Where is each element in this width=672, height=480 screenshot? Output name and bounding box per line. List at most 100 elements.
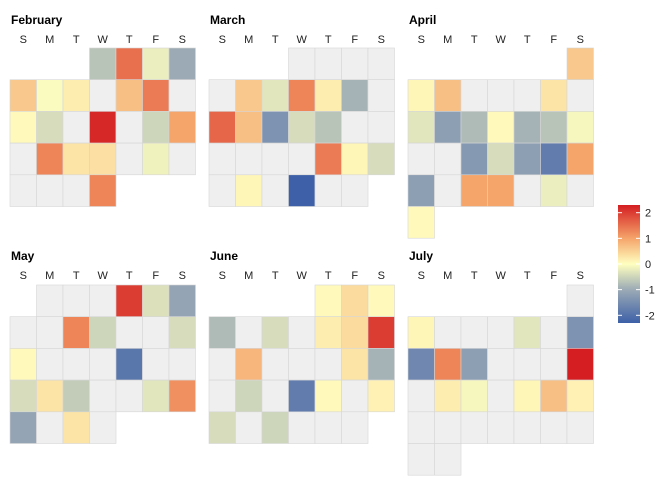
weekday-label: W — [496, 270, 507, 282]
day-cell — [341, 411, 369, 444]
day-cell — [540, 174, 568, 207]
legend-colorbar — [618, 205, 640, 323]
day-cell — [434, 348, 462, 381]
day-cell — [168, 47, 196, 81]
day-cell — [487, 379, 515, 413]
day-cell — [513, 111, 541, 144]
day-cell — [261, 348, 289, 381]
day-cell — [314, 411, 342, 444]
weekday-label: M — [45, 34, 54, 46]
day-cell — [566, 79, 594, 112]
day-cell — [89, 111, 117, 144]
day-cell — [288, 47, 316, 81]
month-title: July — [409, 249, 433, 263]
day-cell — [235, 142, 263, 176]
day-cell — [513, 316, 541, 349]
day-cell — [540, 316, 568, 349]
weekday-label: M — [244, 270, 253, 282]
day-cell — [566, 316, 594, 349]
day-cell — [208, 174, 236, 207]
day-cell — [407, 142, 435, 176]
day-cell — [261, 174, 289, 207]
weekday-label: F — [351, 34, 358, 46]
day-cell — [434, 411, 462, 444]
day-cell — [142, 284, 170, 318]
day-cell — [487, 316, 515, 349]
day-cell — [540, 379, 568, 413]
day-cell — [367, 379, 395, 413]
day-cell — [487, 348, 515, 381]
day-cell — [566, 284, 594, 318]
day-cell — [288, 142, 316, 176]
day-cell — [367, 79, 395, 112]
day-cell — [314, 142, 342, 176]
month-title: May — [11, 249, 35, 263]
day-cell — [434, 174, 462, 207]
day-cell — [89, 316, 117, 349]
weekday-label: T — [471, 34, 478, 46]
day-cell — [460, 142, 488, 176]
day-cell — [36, 284, 64, 318]
day-cell — [115, 111, 143, 144]
day-cell — [341, 47, 369, 81]
weekday-label: F — [152, 34, 159, 46]
day-cell — [9, 142, 37, 176]
day-cell — [288, 111, 316, 144]
day-cell — [407, 348, 435, 381]
day-cell — [9, 79, 37, 112]
day-cell — [235, 316, 263, 349]
weekday-label: M — [244, 34, 253, 46]
day-cell — [434, 316, 462, 349]
day-cell — [115, 348, 143, 381]
weekday-label: S — [179, 270, 186, 282]
weekday-label: S — [378, 270, 385, 282]
day-cell — [460, 79, 488, 112]
day-cell — [36, 142, 64, 176]
day-cell — [407, 411, 435, 444]
day-cell — [460, 174, 488, 207]
day-cell — [115, 379, 143, 413]
day-cell — [62, 379, 90, 413]
weekday-label: W — [98, 34, 109, 46]
day-cell — [261, 316, 289, 349]
day-cell — [261, 111, 289, 144]
day-cell — [341, 111, 369, 144]
day-cell — [540, 111, 568, 144]
day-cell — [434, 142, 462, 176]
day-cell — [341, 284, 369, 318]
day-cell — [367, 348, 395, 381]
weekday-label: S — [179, 34, 186, 46]
weekday-label: W — [496, 34, 507, 46]
day-cell — [261, 142, 289, 176]
day-cell — [168, 348, 196, 381]
day-cell — [367, 111, 395, 144]
day-cell — [208, 411, 236, 444]
day-cell — [9, 348, 37, 381]
month-title: February — [11, 13, 63, 27]
day-cell — [89, 47, 117, 81]
day-cell — [9, 316, 37, 349]
day-cell — [115, 79, 143, 112]
month-panel-april: April S M T W T F S — [407, 13, 594, 239]
legend-tick-label: -2 — [645, 310, 655, 322]
day-cell — [208, 379, 236, 413]
day-cell — [513, 379, 541, 413]
day-cell — [341, 79, 369, 112]
day-cell — [566, 411, 594, 444]
day-cell — [460, 111, 488, 144]
day-cell — [168, 111, 196, 144]
day-cell — [168, 284, 196, 318]
day-cell — [89, 379, 117, 413]
day-cell — [142, 142, 170, 176]
day-cell — [36, 379, 64, 413]
weekday-label: S — [577, 270, 584, 282]
weekday-label: S — [378, 34, 385, 46]
weekday-label: S — [418, 34, 425, 46]
day-cell — [341, 316, 369, 349]
weekday-label: T — [524, 34, 531, 46]
weekday-label: W — [98, 270, 109, 282]
day-cell — [314, 111, 342, 144]
day-cell — [288, 348, 316, 381]
day-cell — [261, 379, 289, 413]
